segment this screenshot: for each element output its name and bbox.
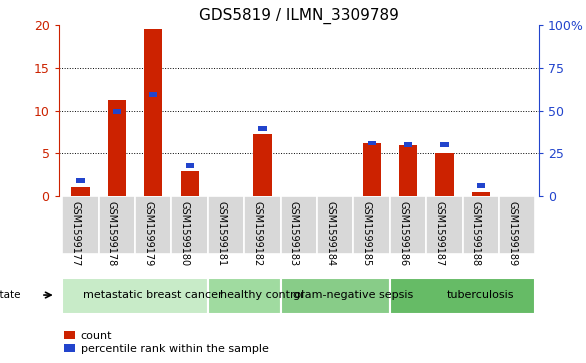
Text: GSM1599179: GSM1599179 xyxy=(143,201,154,266)
Text: GSM1599182: GSM1599182 xyxy=(253,201,263,266)
Text: GSM1599187: GSM1599187 xyxy=(434,201,444,266)
Bar xyxy=(353,196,390,254)
Text: GSM1599180: GSM1599180 xyxy=(180,201,190,266)
Text: healthy control: healthy control xyxy=(220,290,305,300)
Bar xyxy=(108,101,126,196)
Bar xyxy=(71,187,90,196)
Bar xyxy=(390,196,426,254)
Bar xyxy=(390,278,536,314)
Text: GSM1599185: GSM1599185 xyxy=(362,201,372,266)
Bar xyxy=(62,196,98,254)
Text: GSM1599189: GSM1599189 xyxy=(507,201,517,266)
Bar xyxy=(208,196,244,254)
Bar xyxy=(426,196,463,254)
Bar xyxy=(477,183,485,188)
Bar xyxy=(499,196,536,254)
Text: GSM1599177: GSM1599177 xyxy=(70,201,80,266)
Text: GSM1599188: GSM1599188 xyxy=(471,201,481,266)
Bar xyxy=(98,196,135,254)
Bar xyxy=(472,192,490,196)
Text: GSM1599181: GSM1599181 xyxy=(216,201,226,266)
Bar xyxy=(258,126,267,131)
Text: GSM1599186: GSM1599186 xyxy=(398,201,408,266)
Bar xyxy=(186,163,194,168)
Bar xyxy=(367,141,376,146)
Bar xyxy=(435,152,454,196)
Bar xyxy=(113,109,121,114)
Bar xyxy=(404,143,412,147)
Text: metastatic breast cancer: metastatic breast cancer xyxy=(83,290,223,300)
Bar xyxy=(62,278,208,314)
Text: GSM1599178: GSM1599178 xyxy=(107,201,117,266)
Bar xyxy=(281,278,390,314)
Bar xyxy=(135,196,172,254)
Bar xyxy=(253,134,271,196)
Bar xyxy=(440,143,448,147)
Bar xyxy=(172,196,208,254)
Bar xyxy=(244,196,281,254)
Text: GSM1599183: GSM1599183 xyxy=(289,201,299,266)
Bar xyxy=(180,171,199,196)
Text: disease state: disease state xyxy=(0,290,21,300)
Text: tuberculosis: tuberculosis xyxy=(447,290,515,300)
Bar xyxy=(317,196,353,254)
Text: gram-negative sepsis: gram-negative sepsis xyxy=(294,290,414,300)
Bar xyxy=(363,143,381,196)
Bar xyxy=(281,196,317,254)
Bar xyxy=(463,196,499,254)
Bar xyxy=(144,29,162,196)
Bar xyxy=(399,145,417,196)
Bar xyxy=(208,278,281,314)
Title: GDS5819 / ILMN_3309789: GDS5819 / ILMN_3309789 xyxy=(199,8,399,24)
Bar xyxy=(149,92,158,97)
Legend: count, percentile rank within the sample: count, percentile rank within the sample xyxy=(64,331,269,354)
Bar xyxy=(76,178,84,183)
Text: GSM1599184: GSM1599184 xyxy=(325,201,335,266)
